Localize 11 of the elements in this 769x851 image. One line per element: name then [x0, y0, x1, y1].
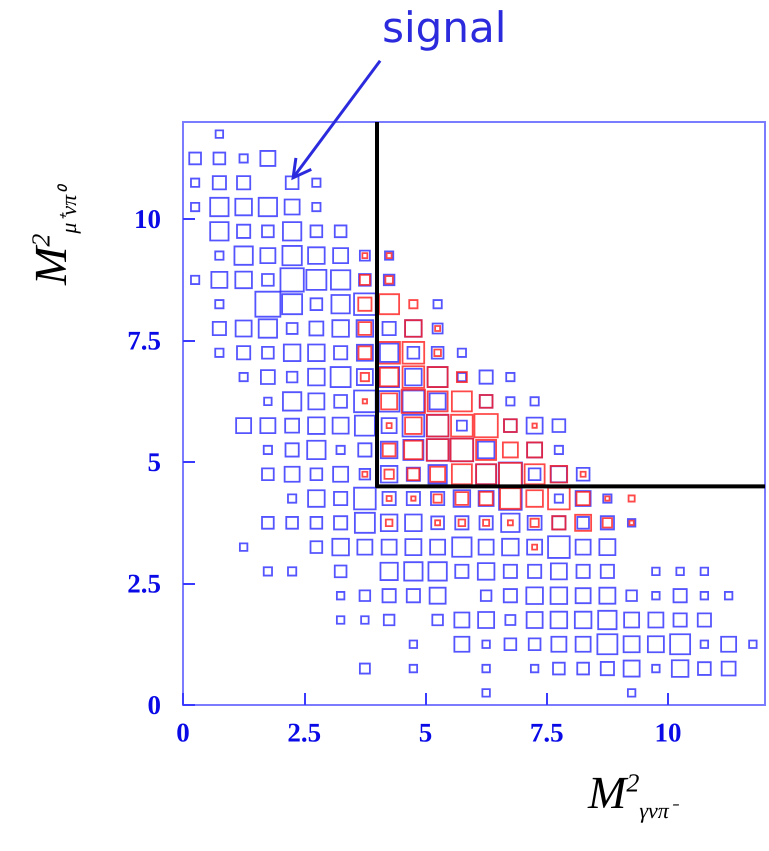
y-tick-label: 5 — [148, 447, 161, 478]
y-tick-label: 0 — [148, 690, 161, 720]
x-tick-label: 10 — [654, 718, 682, 748]
x-tick-label: 7.5 — [530, 718, 564, 748]
y-tick-label: 2.5 — [127, 568, 161, 599]
x-tick-label: 2.5 — [287, 718, 322, 748]
y-tick-label: 7.5 — [127, 326, 161, 356]
annotation: signal — [382, 2, 506, 52]
x-tick-label: 0 — [176, 718, 190, 748]
x-tick-label: 5 — [418, 718, 432, 748]
y-tick-label: 10 — [134, 204, 161, 234]
